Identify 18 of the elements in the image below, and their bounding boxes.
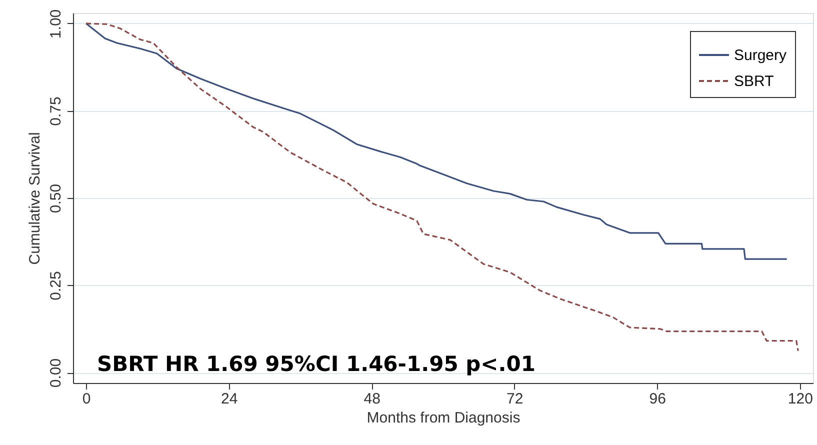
y-tick-label: 1.00: [48, 9, 64, 39]
legend-label: Surgery: [734, 47, 788, 64]
x-tick-label: 24: [221, 390, 238, 408]
x-tick-label: 48: [364, 390, 380, 408]
y-tick-label: 0.25: [48, 271, 64, 300]
y-tick-label: 0.50: [48, 184, 64, 214]
y-tick-label: 0.00: [48, 358, 64, 388]
x-tick-label: 120: [788, 390, 813, 408]
annotation: SBRT HR 1.69 95%CI 1.46-1.95 p<.01: [97, 352, 536, 376]
y-axis-title: Cumulative Survival: [26, 132, 44, 265]
x-tick-label: 72: [506, 390, 524, 408]
legend-label: SBRT: [734, 73, 774, 90]
line-series: [85, 22, 788, 260]
line-series: [85, 22, 799, 352]
x-tick-label: 96: [649, 390, 666, 408]
x-axis-title: Months from Diagnosis: [366, 410, 520, 426]
y-tick-label: 0.75: [48, 96, 64, 126]
x-tick-label: 0: [82, 390, 91, 408]
